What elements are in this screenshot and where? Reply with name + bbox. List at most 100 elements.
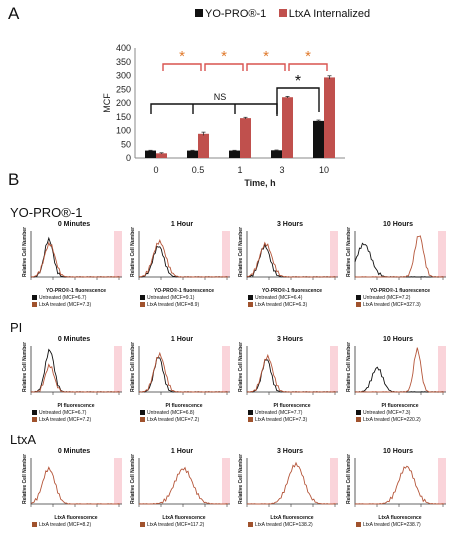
- chart-legend: YO-PRO®-1 LtxA Internalized: [195, 4, 370, 22]
- histogram-title: 3 Hours: [276, 221, 304, 228]
- ltxa-treated-swatch: [140, 302, 145, 308]
- ltxa-treated-swatch: [356, 522, 361, 528]
- x-tick-label: 10: [319, 165, 329, 175]
- bar-ltxa: [198, 133, 209, 158]
- bar-chart: 0 50 100 150 200 250 300 350 400 MCF 0 0.5 1 3 10 Time,…: [102, 43, 345, 188]
- histogram-axes: [354, 231, 446, 278]
- bar-ltxa: [240, 118, 251, 158]
- histogram-legend: Untreated (MCF=6.4) LtxA treated (MCF=6.3…: [248, 295, 307, 309]
- legend-swatch-yo: [195, 8, 203, 17]
- x-tick-label: 0.5: [192, 165, 205, 175]
- ltxa-treated-swatch: [248, 302, 253, 308]
- row-title: LtxA: [10, 432, 37, 447]
- ltxa-treated-histogram-curve: [138, 351, 228, 393]
- plot-edge-shading: [222, 346, 230, 392]
- histogram-y-label: Relative Cell Number: [238, 341, 244, 392]
- histogram-x-label: LtxA fluorescence: [270, 515, 314, 521]
- y-tick-label: 400: [116, 43, 131, 53]
- y-tick-label: 350: [116, 57, 131, 67]
- untreated-swatch: [248, 410, 253, 416]
- histogram-legend-entry: LtxA treated (MCF=138.2): [255, 522, 313, 528]
- histogram-legend-entry: LtxA treated (MCF=7.2): [147, 417, 200, 423]
- bar-ltxa: [156, 153, 167, 158]
- untreated-swatch: [32, 410, 37, 416]
- histogram-legend-entry: LtxA treated (MCF=7.3): [39, 302, 92, 308]
- histogram-legend: Untreated (MCF=7.3) LtxA treated (MCF=220…: [356, 410, 421, 424]
- untreated-histogram-curve: [354, 242, 445, 278]
- ltxa-treated-histogram-curve: [138, 466, 229, 505]
- histogram-y-label: Relative Cell Number: [22, 226, 28, 277]
- legend-label-yo: YO-PRO®-1: [205, 8, 267, 20]
- histogram-legend-entry: Untreated (MCF=6.8): [147, 410, 195, 416]
- x-axis-label: Time, h: [244, 178, 275, 188]
- y-tick-label: 50: [121, 139, 131, 149]
- ns-bracket: [150, 103, 278, 114]
- histogram-x-label: YO-PRO®-1 fluorescence: [261, 288, 323, 294]
- histogram-x-label: PI fluorescence: [273, 403, 311, 409]
- histogram-plot: [354, 458, 446, 507]
- histogram-title: 10 Hours: [383, 221, 413, 228]
- ltxa-treated-swatch: [32, 522, 37, 528]
- histogram-y-label: Relative Cell Number: [346, 453, 352, 504]
- histogram-legend: Untreated (MCF=7.7) LtxA treated (MCF=7.3…: [248, 410, 307, 424]
- histogram-legend-entry: LtxA treated (MCF=7.3): [255, 417, 308, 423]
- star-bracket: [276, 87, 320, 116]
- histogram-plot: [138, 231, 230, 280]
- histogram-y-label: Relative Cell Number: [130, 341, 136, 392]
- ltxa-treated-swatch: [356, 417, 361, 423]
- bar-yo-pro: [187, 150, 198, 158]
- histogram-legend-entry: LtxA treated (MCF=8.9): [147, 302, 200, 308]
- histogram-y-label: Relative Cell Number: [238, 226, 244, 277]
- significance-star: *: [263, 48, 269, 65]
- histogram-plot: [30, 458, 122, 507]
- bar-yo-pro: [229, 150, 240, 158]
- significance-bracket: [162, 63, 202, 71]
- ltxa-treated-histogram-curve: [354, 235, 444, 278]
- ltxa-treated-swatch: [248, 417, 253, 423]
- histogram-legend-entry: Untreated (MCF=7.3): [363, 410, 411, 416]
- untreated-histogram-curve: [138, 245, 229, 278]
- untreated-histogram-curve: [30, 348, 121, 393]
- legend-label-ltxa: LtxA Internalized: [288, 8, 371, 20]
- plot-edge-shading: [114, 458, 122, 504]
- histogram-axes: [138, 231, 230, 278]
- ltxa-treated-swatch: [140, 417, 145, 423]
- histogram-plot: [138, 458, 230, 507]
- histogram-title: 10 Hours: [383, 336, 413, 343]
- histogram-legend: Untreated (MCF=6.7) LtxA treated (MCF=7.2…: [32, 410, 91, 424]
- histogram-legend-entry: Untreated (MCF=6.7): [39, 410, 87, 416]
- histogram-axes: [354, 458, 446, 505]
- ltxa-treated-swatch: [248, 522, 253, 528]
- significance-bracket: [288, 63, 328, 71]
- untreated-swatch: [140, 295, 145, 301]
- histogram-legend-entry: LtxA treated (MCF=238.7): [363, 522, 421, 528]
- histogram-title: 0 Minutes: [57, 221, 91, 228]
- histogram-legend-entry: LtxA treated (MCF=8.2): [39, 522, 92, 528]
- histogram-y-label: Relative Cell Number: [130, 453, 136, 504]
- bar-yo-pro: [313, 120, 324, 158]
- plot-edge-shading: [114, 346, 122, 392]
- histogram-plot: [30, 231, 122, 280]
- y-tick-label: 200: [116, 98, 131, 108]
- significance-star: *: [179, 48, 185, 65]
- histogram-legend: Untreated (MCF=7.2) LtxA treated (MCF=327…: [356, 295, 421, 309]
- histogram-y-label: Relative Cell Number: [130, 226, 136, 277]
- histogram-x-label: LtxA fluorescence: [378, 515, 422, 521]
- bar-yo-pro: [271, 150, 282, 158]
- histogram-legend: LtxA treated (MCF=117.2): [140, 522, 204, 529]
- bar-ltxa: [324, 77, 335, 158]
- y-tick-label: 300: [116, 71, 131, 81]
- histogram-x-label: YO-PRO®-1 fluorescence: [153, 288, 215, 294]
- histogram-axes: [138, 458, 230, 505]
- ltxa-treated-histogram-curve: [354, 465, 445, 505]
- histogram-y-label: Relative Cell Number: [346, 226, 352, 277]
- histogram-title: 3 Hours: [276, 336, 304, 343]
- ltxa-treated-histogram-curve: [246, 241, 336, 278]
- untreated-swatch: [32, 295, 37, 301]
- histogram-legend-entry: Untreated (MCF=9.1): [147, 295, 195, 301]
- black-significance-star: *: [295, 73, 301, 90]
- histogram-title: 1 Hour: [170, 448, 194, 455]
- histogram-legend-entry: LtxA treated (MCF=327.3): [363, 302, 421, 308]
- untreated-swatch: [356, 295, 361, 301]
- x-tick-label: 1: [237, 165, 242, 175]
